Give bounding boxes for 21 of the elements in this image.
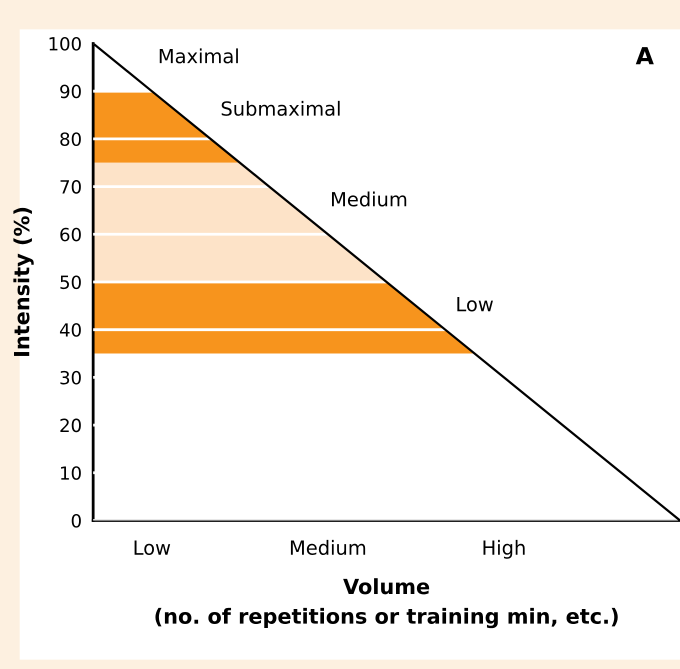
y-tick-label: 10 [61, 466, 81, 480]
y-tick-label: 60 [60, 228, 81, 242]
y-tick-label: 70 [60, 180, 81, 194]
x-tick-label: Medium [290, 540, 366, 555]
annotation: A [636, 47, 654, 64]
x-tick-label: Low [134, 540, 170, 555]
annotation: Medium [332, 191, 406, 207]
x-tick-label: High [484, 540, 525, 559]
annotation: Maximal [160, 48, 238, 64]
y-tick-label: 50 [60, 275, 81, 290]
y-tick-label: 30 [60, 370, 81, 384]
x-axis-title: Volume (no. of repetitions or training min, etc.) [155, 578, 618, 628]
y-tick-label: 90 [60, 84, 81, 98]
annotation: Submaximal [222, 100, 340, 116]
y-tick-label: 0 [72, 514, 81, 528]
y-tick-label: 100 [50, 36, 81, 51]
y-tick-label: 20 [60, 418, 81, 432]
y-tick-label: 80 [60, 132, 81, 146]
y-axis-title: Intensity (%) [13, 208, 34, 356]
y-tick-label: 40 [60, 323, 81, 337]
annotation: Low [457, 297, 493, 312]
